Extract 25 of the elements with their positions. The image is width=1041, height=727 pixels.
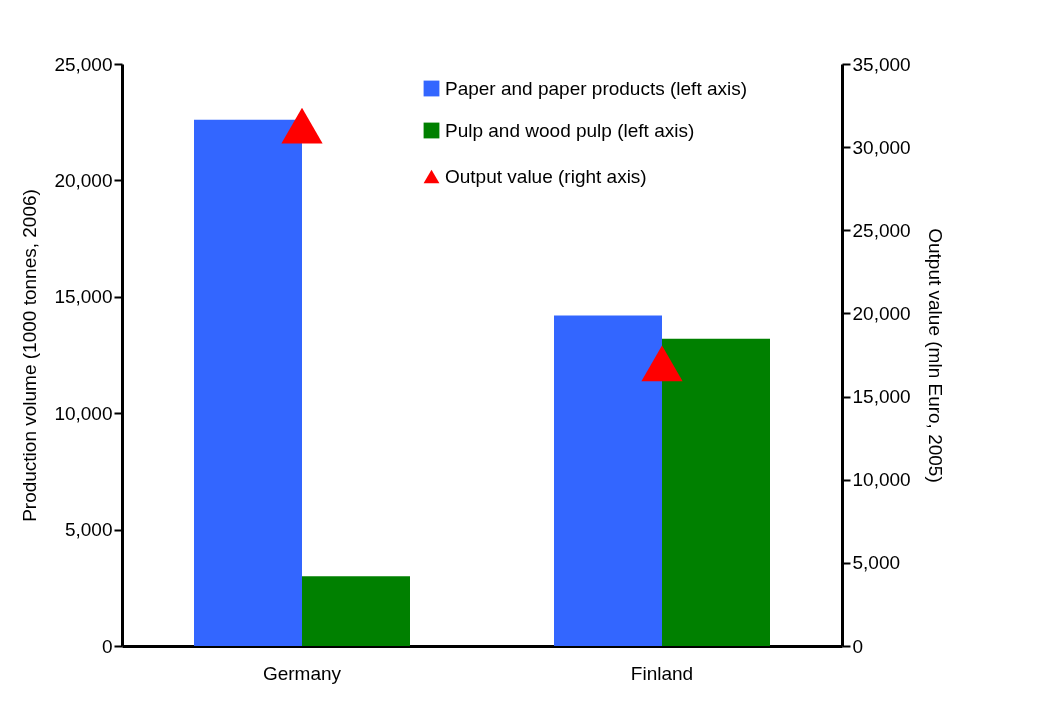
y2-tick-label: 25,000 [852, 219, 911, 241]
y2-tick-label: 20,000 [852, 302, 911, 324]
y2-tick-label: 10,000 [852, 469, 911, 491]
y2-axis-title: Output value (mln Euro, 2005) [924, 228, 946, 483]
bar [554, 315, 662, 646]
y2-tick-label: 15,000 [852, 386, 911, 408]
y-tick-label: 20,000 [54, 169, 113, 191]
y-axis-title: Production volume (1000 tonnes, 2006) [19, 189, 41, 522]
legend-label: Paper and paper products (left axis) [445, 77, 748, 99]
legend-label: Output value (right axis) [445, 165, 647, 187]
y-tick-label: 25,000 [54, 53, 113, 75]
y-tick-label: 10,000 [54, 402, 113, 424]
y2-tick-label: 35,000 [852, 53, 911, 75]
bar [194, 119, 302, 646]
y-tick-label: 15,000 [54, 286, 113, 308]
y2-tick-label: 5,000 [852, 552, 901, 574]
bar [302, 576, 410, 646]
y2-tick-label: 30,000 [852, 136, 911, 158]
x-tick-label: Finland [630, 662, 694, 684]
y-tick-label: 0 [101, 635, 113, 657]
y2-tick-label: 0 [852, 635, 864, 657]
y-tick-label: 5,000 [64, 519, 113, 541]
bar [662, 338, 770, 646]
legend-label: Pulp and wood pulp (left axis) [445, 119, 695, 141]
x-tick-label: Germany [262, 662, 342, 684]
